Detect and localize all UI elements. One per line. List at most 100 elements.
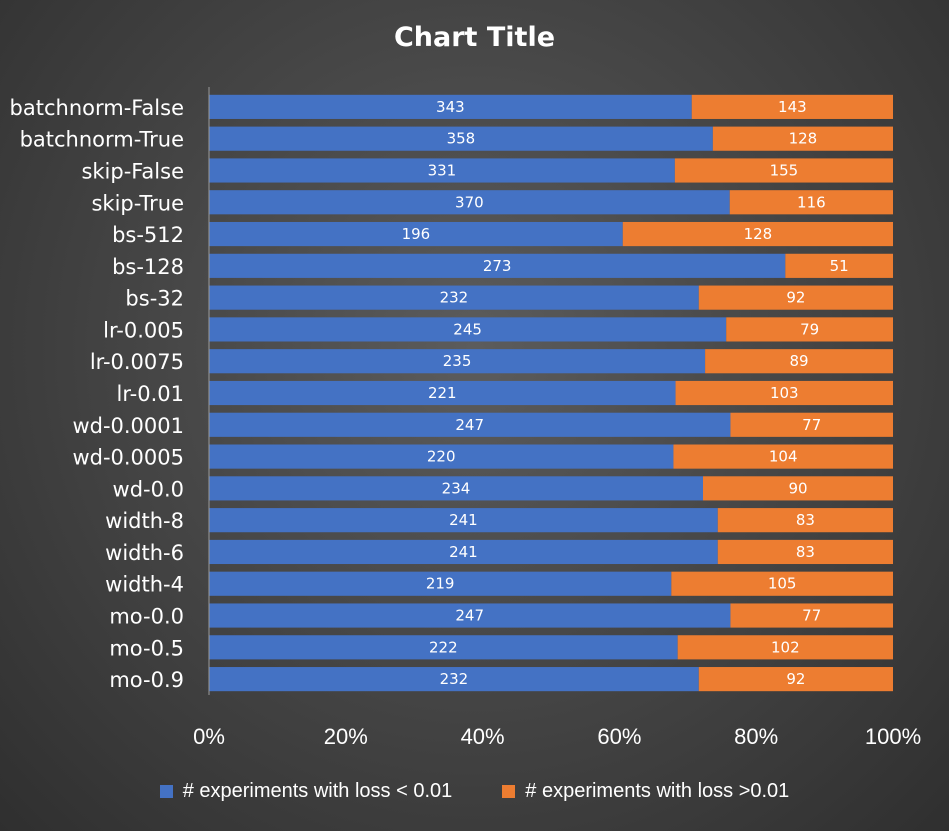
- category-label: bs-512: [112, 223, 184, 247]
- bar-series-2: [785, 253, 893, 278]
- bar-series-1: [209, 253, 786, 278]
- data-label-series-1: 245: [453, 320, 482, 338]
- bar-series-2: [671, 571, 893, 596]
- data-label-series-1: 221: [428, 384, 457, 402]
- data-label-series-2: 92: [786, 670, 805, 688]
- legend-label-series-1: # experiments with loss < 0.01: [182, 780, 453, 802]
- data-label-series-2: 77: [802, 607, 821, 625]
- bar-series-2: [698, 285, 893, 310]
- bar-series-2: [674, 158, 893, 183]
- bar-series-2: [677, 635, 893, 660]
- category-label: width-8: [105, 509, 184, 533]
- category-label: bs-128: [112, 255, 184, 279]
- bar-series-1: [209, 444, 674, 469]
- legend-swatch-series-2: [502, 785, 516, 798]
- data-label-series-1: 232: [440, 670, 469, 688]
- data-label-series-1: 358: [447, 130, 476, 148]
- data-label-series-2: 83: [796, 511, 815, 529]
- bar-series-1: [209, 539, 718, 565]
- bar-series-2: [691, 94, 893, 119]
- data-label-series-1: 331: [428, 161, 457, 179]
- bar-series-2: [675, 380, 893, 406]
- data-label-series-1: 232: [440, 289, 469, 307]
- data-label-series-1: 220: [427, 448, 456, 466]
- category-label: batchnorm-False: [10, 96, 184, 120]
- x-tick-label: 80%: [734, 724, 778, 749]
- category-label: width-4: [105, 573, 184, 597]
- legend-item-series-2: # experiments with loss >0.01: [502, 780, 789, 803]
- bar-series-2: [729, 190, 893, 215]
- bar-series-2: [717, 539, 893, 565]
- x-tick-label: 0%: [193, 724, 225, 749]
- category-label: mo-0.9: [109, 668, 184, 692]
- bar-series-1: [209, 317, 727, 342]
- category-label: batchnorm-True: [20, 128, 184, 152]
- data-label-series-2: 103: [770, 384, 799, 402]
- data-label-series-1: 222: [429, 638, 458, 656]
- data-label-series-2: 102: [771, 638, 800, 656]
- data-label-series-2: 128: [744, 225, 773, 243]
- data-label-series-2: 143: [778, 98, 807, 116]
- data-label-series-2: 128: [789, 130, 818, 148]
- bar-series-1: [209, 635, 678, 660]
- data-label-series-1: 343: [436, 98, 465, 116]
- legend-swatch-series-1: [159, 785, 173, 798]
- legend-label-series-2: # experiments with loss >0.01: [525, 780, 790, 802]
- bar-series-1: [209, 190, 730, 215]
- bar-series-1: [209, 412, 731, 437]
- category-label: lr-0.0075: [90, 350, 184, 374]
- category-label: skip-True: [91, 191, 184, 215]
- data-label-series-2: 116: [797, 193, 826, 211]
- data-label-series-1: 234: [442, 479, 471, 497]
- data-label-series-1: 235: [443, 352, 472, 370]
- bar-series-1: [209, 94, 692, 119]
- bar-series-1: [209, 349, 706, 374]
- data-label-series-1: 273: [483, 257, 512, 275]
- chart-title: Chart Title: [393, 22, 556, 53]
- category-label: skip-False: [81, 159, 184, 183]
- data-label-series-2: 83: [796, 543, 815, 561]
- x-tick-label: 40%: [461, 724, 505, 749]
- category-label: bs-32: [125, 287, 184, 311]
- category-label: lr-0.005: [103, 318, 184, 342]
- category-label: mo-0.0: [109, 605, 184, 629]
- category-label: wd-0.0: [113, 477, 184, 501]
- data-label-series-2: 77: [802, 416, 821, 434]
- bar-series-2: [712, 126, 893, 151]
- bar-series-1: [209, 126, 713, 151]
- x-tick-label: 100%: [865, 724, 921, 749]
- bar-series-2: [705, 349, 893, 374]
- data-label-series-1: 241: [449, 543, 478, 561]
- category-label: lr-0.01: [117, 382, 184, 406]
- bar-series-1: [209, 158, 675, 183]
- bar-series-1: [209, 476, 703, 501]
- data-label-series-1: 219: [426, 575, 455, 593]
- data-label-series-2: 104: [769, 448, 798, 466]
- data-label-series-2: 51: [830, 257, 849, 275]
- bar-series-1: [209, 221, 623, 247]
- category-label: width-6: [105, 541, 184, 565]
- legend-item-series-1: # experiments with loss < 0.01: [159, 780, 453, 803]
- data-label-series-1: 247: [455, 416, 484, 434]
- bar-series-2: [730, 603, 893, 628]
- bar-series-2: [717, 508, 893, 533]
- data-label-series-2: 92: [786, 289, 805, 307]
- bar-series-2: [622, 221, 893, 247]
- bar-series-2: [698, 667, 893, 692]
- bar-series-2: [730, 412, 893, 437]
- data-label-series-1: 241: [449, 511, 478, 529]
- data-label-series-2: 155: [770, 161, 799, 179]
- bar-series-1: [209, 603, 731, 628]
- bar-series-2: [673, 444, 893, 469]
- bar-series-1: [209, 380, 676, 406]
- data-label-series-1: 370: [455, 193, 484, 211]
- bar-series-1: [209, 571, 672, 596]
- data-label-series-2: 90: [788, 479, 807, 497]
- data-label-series-2: 89: [790, 352, 809, 370]
- category-label: mo-0.5: [109, 636, 184, 660]
- data-label-series-2: 105: [768, 575, 797, 593]
- bar-series-1: [209, 285, 699, 310]
- x-tick-label: 60%: [597, 724, 641, 749]
- bar-series-2: [703, 476, 893, 501]
